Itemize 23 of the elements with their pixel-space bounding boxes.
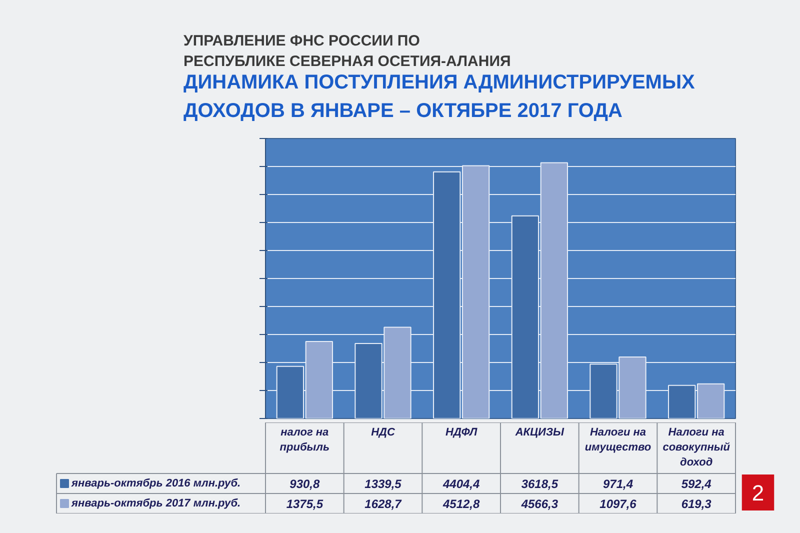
data-label: 1339,5 xyxy=(364,477,402,491)
x-tick-label: АКЦИЗЫ xyxy=(514,426,566,438)
x-tick-label: НДФЛ xyxy=(446,426,478,438)
x-tick-label: налог на прибыль xyxy=(280,426,330,454)
data-label: 3618,5 xyxy=(521,477,558,491)
data-label: 1097,6 xyxy=(600,497,637,511)
data-label: 619,3 xyxy=(681,497,712,511)
data-label: 971,4 xyxy=(602,477,634,491)
data-label: 4512,8 xyxy=(442,497,480,511)
chart-subtitle: УПРАВЛЕНИЕ ФНС РОССИИ ПО РЕСПУБЛИКЕ СЕВЕРНАЯ ОСЕТИЯ-АЛАНИЯ xyxy=(184,32,511,70)
text: 2 xyxy=(752,480,764,506)
x-tick-label: НДС xyxy=(371,426,396,438)
legend-label: январь-октябрь 2017 млн.руб. xyxy=(70,498,241,510)
legend-label: январь-октябрь 2016 млн.руб. xyxy=(70,478,241,490)
x-tick-label: Налоги на имущество xyxy=(584,426,652,454)
data-label: 592,4 xyxy=(681,477,712,491)
data-label: 1375,5 xyxy=(286,497,324,511)
x-tick-label: Налоги на совокупный доход xyxy=(662,426,730,468)
data-label: 1628,7 xyxy=(364,497,403,511)
data-label: 4404,4 xyxy=(442,477,480,491)
chart-title: ДИНАМИКА ПОСТУПЛЕНИЯ АДМИНИСТРИРУЕМЫХ ДОХОДОВ В ЯНВАРЕ – ОКТЯБРЕ 2017 ГОДА xyxy=(184,72,696,122)
data-label: 930,8 xyxy=(290,477,320,491)
data-label: 4566,3 xyxy=(520,497,558,511)
